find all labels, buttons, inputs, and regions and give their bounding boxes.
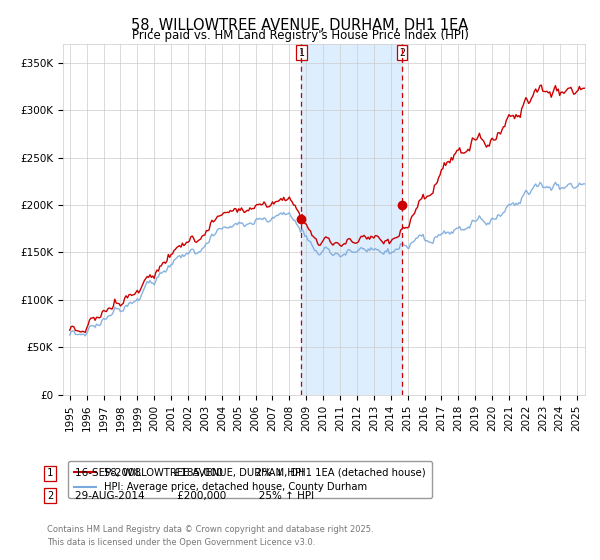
Text: Price paid vs. HM Land Registry's House Price Index (HPI): Price paid vs. HM Land Registry's House … — [131, 29, 469, 42]
Text: 29-AUG-2014          £200,000          25% ↑ HPI: 29-AUG-2014 £200,000 25% ↑ HPI — [75, 491, 314, 501]
Bar — [301, 44, 402, 395]
Text: 1: 1 — [298, 48, 304, 58]
Text: 2: 2 — [399, 48, 405, 58]
Text: 1: 1 — [47, 468, 53, 478]
Text: 2: 2 — [47, 491, 53, 501]
Text: Contains HM Land Registry data © Crown copyright and database right 2025.
This d: Contains HM Land Registry data © Crown c… — [47, 525, 373, 547]
Text: 58, WILLOWTREE AVENUE, DURHAM, DH1 1EA: 58, WILLOWTREE AVENUE, DURHAM, DH1 1EA — [131, 18, 469, 33]
Text: 16-SEP-2008          £185,000          2% ↓ HPI: 16-SEP-2008 £185,000 2% ↓ HPI — [75, 468, 304, 478]
Legend: 58, WILLOWTREE AVENUE, DURHAM, DH1 1EA (detached house), HPI: Average price, det: 58, WILLOWTREE AVENUE, DURHAM, DH1 1EA (… — [68, 461, 431, 498]
